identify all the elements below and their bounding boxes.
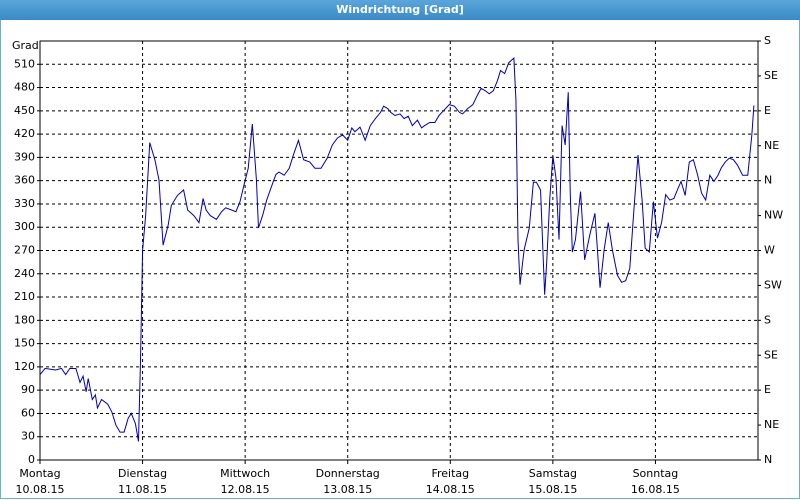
y-tick-label: 60 bbox=[21, 406, 35, 419]
y2-tick-label: W bbox=[764, 244, 775, 257]
x-tick-label: Montag 10.08.15 bbox=[15, 467, 65, 496]
window-title: Windrichtung [Grad] bbox=[0, 0, 800, 20]
x-tick-label: Donnerstag 13.08.15 bbox=[315, 467, 380, 496]
y-tick-label: 450 bbox=[14, 104, 35, 117]
y-tick-label: 30 bbox=[21, 430, 35, 443]
y-tick-label: 420 bbox=[14, 127, 35, 140]
x-tick-label: Freitag 14.08.15 bbox=[425, 467, 475, 496]
y-axis-label: Grad bbox=[12, 39, 39, 52]
y2-tick-label: NW bbox=[764, 209, 783, 222]
y-tick-label: 180 bbox=[14, 313, 35, 326]
y-tick-label: 390 bbox=[14, 150, 35, 163]
y2-tick-label: SE bbox=[764, 348, 778, 361]
y2-tick-label: NE bbox=[764, 418, 779, 431]
plot-frame bbox=[39, 40, 759, 461]
y2-tick-label: SW bbox=[764, 278, 782, 291]
y-tick-label: 510 bbox=[14, 57, 35, 70]
data-line bbox=[39, 56, 755, 442]
y2-tick-label: E bbox=[764, 104, 771, 117]
x-tick-label: Dienstag 11.08.15 bbox=[118, 467, 168, 496]
y-tick-label: 480 bbox=[14, 81, 35, 94]
x-tick-label: Samstag 15.08.15 bbox=[528, 467, 578, 496]
y2-tick-label: S bbox=[764, 34, 771, 47]
y-tick-label: 360 bbox=[14, 174, 35, 187]
y-tick-label: 330 bbox=[14, 197, 35, 210]
y-tick-label: 90 bbox=[21, 383, 35, 396]
y2-tick-label: E bbox=[764, 383, 771, 396]
y-tick-label: 240 bbox=[14, 267, 35, 280]
x-tick-label: Sonntag 16.08.15 bbox=[630, 467, 680, 496]
y2-tick-label: NE bbox=[764, 139, 779, 152]
y2-tick-label: N bbox=[764, 174, 772, 187]
y-tick-label: 120 bbox=[14, 360, 35, 373]
y-tick-label: 0 bbox=[28, 453, 35, 466]
y2-tick-label: S bbox=[764, 313, 771, 326]
y-tick-label: 210 bbox=[14, 290, 35, 303]
y-tick-label: 300 bbox=[14, 220, 35, 233]
y2-tick-label: N bbox=[764, 453, 772, 466]
x-tick-label: Mittwoch 12.08.15 bbox=[220, 467, 271, 496]
y-tick-label: 150 bbox=[14, 337, 35, 350]
y2-tick-label: SE bbox=[764, 69, 778, 82]
y-tick-label: 270 bbox=[14, 244, 35, 257]
